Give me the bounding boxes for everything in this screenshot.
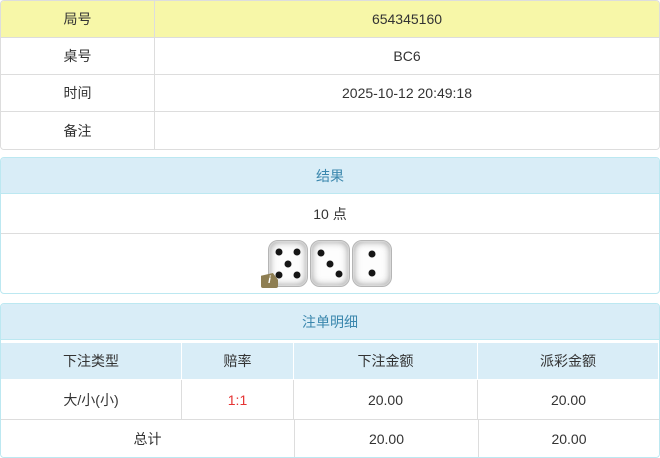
- total-label: 总计: [1, 420, 295, 457]
- die-pip: [284, 260, 292, 267]
- payout-value: 20.00: [550, 391, 587, 408]
- bet-table: 下注类型 赔率 下注金额 派彩金额 大/小(小) 1:1 20.00 20.00…: [1, 343, 659, 457]
- time-label: 时间: [1, 75, 155, 111]
- result-panel: 结果 10 点 i: [0, 157, 660, 294]
- result-points: 10 点: [1, 194, 659, 234]
- die-1: i: [261, 240, 308, 288]
- bet-amount-value: 20.00: [294, 380, 478, 419]
- die-pip: [293, 271, 301, 279]
- total-bet-amount: 20.00: [295, 420, 479, 457]
- bet-details-panel: 注单明细 下注类型 赔率 下注金额 派彩金额 大/小(小) 1:1 20.00 …: [0, 303, 660, 458]
- odds-value: 1:1: [182, 380, 294, 419]
- total-row: 总计 20.00 20.00: [1, 420, 659, 457]
- bet-type-value: 大/小(小): [1, 380, 182, 419]
- table-number-label: 桌号: [1, 38, 155, 74]
- die-pip: [335, 270, 343, 278]
- table-row-table-number: 桌号 BC6: [1, 38, 659, 75]
- total-payout-amount: 20.00: [551, 430, 587, 447]
- bet-table-header-row: 下注类型 赔率 下注金额 派彩金额: [1, 343, 659, 380]
- die-2: [310, 240, 350, 287]
- die-pip: [275, 248, 283, 256]
- bet-row: 大/小(小) 1:1 20.00 20.00: [1, 380, 659, 420]
- remark-label: 备注: [1, 112, 155, 149]
- die-pip: [368, 269, 376, 277]
- result-panel-title: 结果: [1, 158, 659, 194]
- info-icon[interactable]: i: [261, 273, 278, 288]
- game-id-value: 654345160: [371, 11, 443, 27]
- bet-details-title: 注单明细: [1, 304, 659, 340]
- die-pip: [368, 250, 376, 258]
- table-row-game-id: 局号 654345160: [1, 1, 659, 38]
- col-header-bet-type: 下注类型: [1, 343, 182, 379]
- table-row-remark: 备注: [1, 112, 659, 149]
- time-value: 2025-10-12 20:49:18: [342, 85, 472, 101]
- col-header-bet-amount: 下注金额: [294, 343, 478, 379]
- table-number-value: BC6: [393, 48, 421, 64]
- col-header-payout: 派彩金额: [478, 343, 659, 379]
- remark-value: [155, 112, 659, 149]
- die-pip: [275, 271, 283, 279]
- table-row-time: 时间 2025-10-12 20:49:18: [1, 75, 659, 112]
- game-info-table: 局号 654345160 桌号 BC6 时间 2025-10-12 20:49:…: [0, 0, 660, 150]
- die-pip: [326, 260, 334, 267]
- col-header-odds: 赔率: [182, 343, 294, 379]
- dice-row: i: [1, 234, 659, 293]
- die-pip: [317, 249, 325, 257]
- die-pip: [293, 248, 301, 256]
- game-id-label: 局号: [1, 1, 155, 37]
- die-3: [352, 240, 392, 287]
